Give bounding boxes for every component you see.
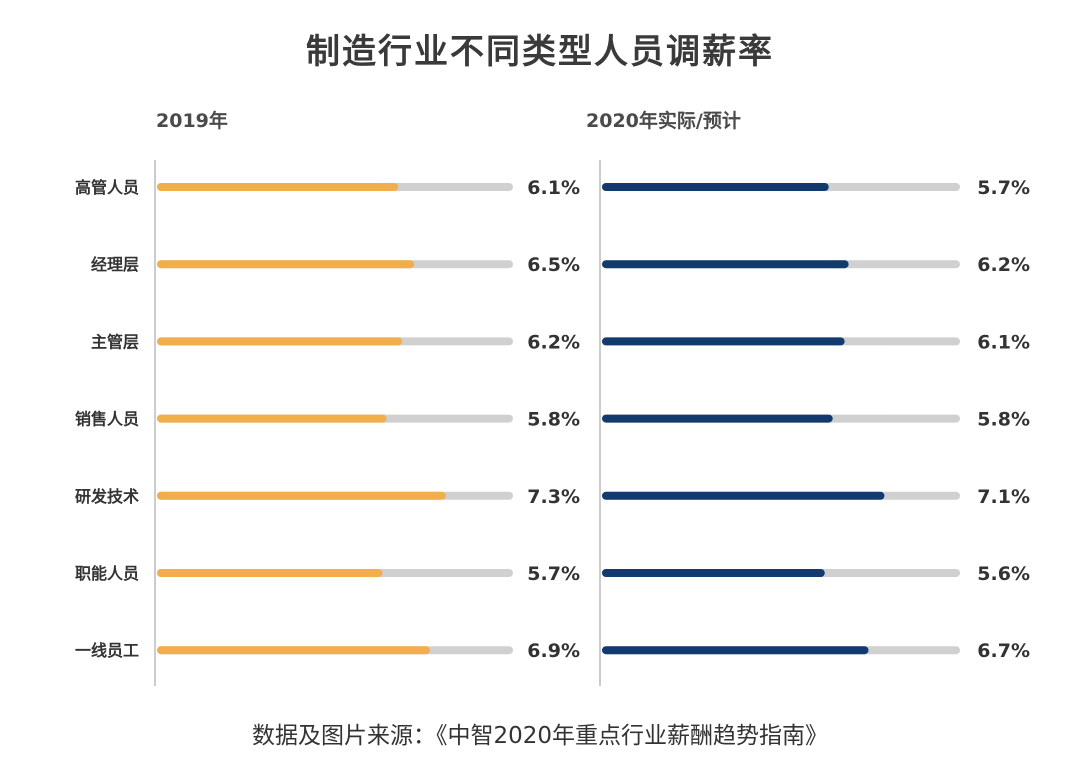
chart-title: 制造行业不同类型人员调薪率 xyxy=(306,32,774,72)
panel-2020-header: 2020年实际/预计 xyxy=(586,110,741,132)
value-label-2020-2: 6.1% xyxy=(977,331,1030,353)
category-label-5: 职能人员 xyxy=(75,564,139,583)
category-label-6: 一线员工 xyxy=(75,641,139,660)
category-label-0: 高管人员 xyxy=(75,178,139,197)
value-label-2019-4: 7.3% xyxy=(527,486,580,508)
value-label-2020-4: 7.1% xyxy=(977,486,1030,508)
value-label-2020-5: 5.6% xyxy=(977,563,1030,585)
value-label-2019-2: 6.2% xyxy=(527,331,580,353)
value-label-2019-0: 6.1% xyxy=(527,177,580,199)
value-label-2020-1: 6.2% xyxy=(977,254,1030,276)
category-label-4: 研发技术 xyxy=(75,487,139,506)
source-note: 数据及图片来源：《中智2020年重点行业薪酬趋势指南》 xyxy=(251,723,829,749)
category-label-1: 经理层 xyxy=(91,255,139,274)
value-label-2020-0: 5.7% xyxy=(977,177,1030,199)
value-label-2019-1: 6.5% xyxy=(527,254,580,276)
value-label-2019-5: 5.7% xyxy=(527,563,580,585)
value-label-2020-3: 5.8% xyxy=(977,409,1030,431)
category-label-3: 销售人员 xyxy=(75,410,139,429)
panel-2019-header: 2019年 xyxy=(156,110,228,132)
value-label-2020-6: 6.7% xyxy=(977,640,1030,662)
value-label-2019-6: 6.9% xyxy=(527,640,580,662)
value-label-2019-3: 5.8% xyxy=(527,409,580,431)
category-label-2: 主管层 xyxy=(91,332,139,351)
